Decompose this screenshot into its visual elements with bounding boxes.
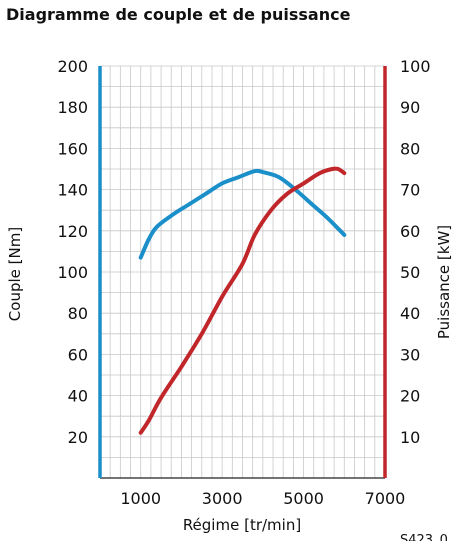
y-left-tick-label: 160 <box>57 139 88 158</box>
chart-title: Diagramme de couple et de puissance <box>6 5 351 24</box>
y-right-tick-label: 100 <box>400 57 431 76</box>
y-left-tick-label: 200 <box>57 57 88 76</box>
x-tick-label: 1000 <box>120 489 161 508</box>
y-left-tick-label: 40 <box>68 387 88 406</box>
y-left-tick-label: 120 <box>57 222 88 241</box>
grid <box>100 65 385 478</box>
y-right-tick-label: 10 <box>400 428 420 447</box>
y-right-tick-label: 80 <box>400 139 420 158</box>
torque-curve <box>138 168 347 260</box>
y-right-tick-label: 60 <box>400 222 420 241</box>
y-axis-right-label: Puissance [kW] <box>435 225 453 339</box>
y-left-tick-label: 180 <box>57 98 88 117</box>
y-right-tick-label: 50 <box>400 263 420 282</box>
x-axis-label: Régime [tr/min] <box>183 516 301 534</box>
y-left-tick-label: 20 <box>68 428 88 447</box>
y-left-tick-label: 100 <box>57 263 88 282</box>
y-left-tick-label: 140 <box>57 181 88 200</box>
y-axis-left-label: Couple [Nm] <box>6 227 24 321</box>
y-left-tick-label: 60 <box>68 345 88 364</box>
x-tick-label: 5000 <box>283 489 324 508</box>
tick-labels: 1000 3000 5000 7000 20 40 60 80 100 120 140 160 180 2… <box>57 57 430 508</box>
y-right-tick-label: 70 <box>400 181 420 200</box>
y-right-tick-label: 20 <box>400 387 420 406</box>
y-left-tick-label: 80 <box>68 304 88 323</box>
y-right-tick-label: 30 <box>400 345 420 364</box>
x-tick-label: 3000 <box>202 489 243 508</box>
axes <box>98 66 387 479</box>
y-right-tick-label: 90 <box>400 98 420 117</box>
power-curve <box>138 166 347 435</box>
series-lines <box>138 166 347 435</box>
y-right-tick-label: 40 <box>400 304 420 323</box>
x-tick-label: 7000 <box>365 489 406 508</box>
figure-reference: S423_0 <box>400 533 448 541</box>
